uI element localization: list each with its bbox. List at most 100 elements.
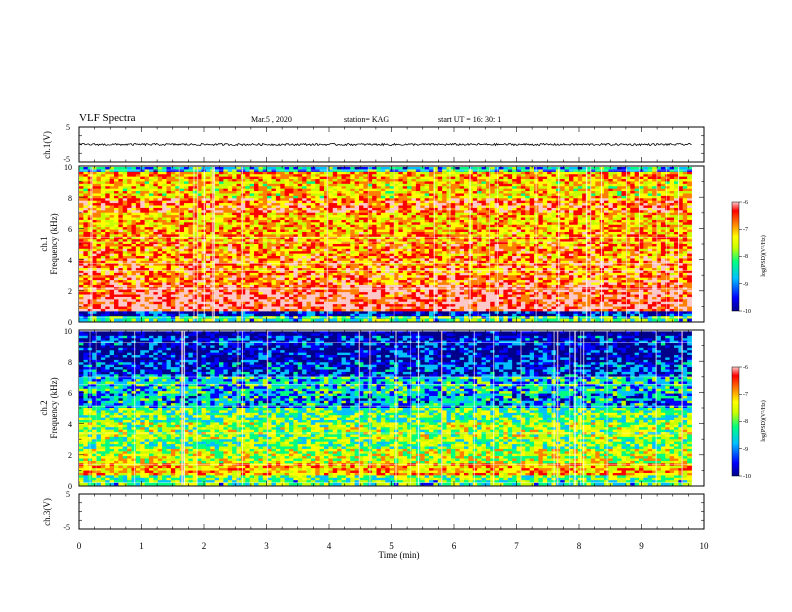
spectrogram-cell <box>284 179 290 182</box>
spectrogram-cell <box>678 195 684 199</box>
spectrogram-cell <box>573 224 579 228</box>
spectrogram-cell <box>302 222 307 226</box>
spectrogram-cell <box>682 210 688 214</box>
spectrogram-cell <box>625 198 631 202</box>
spectrogram-cell <box>407 193 412 197</box>
spectrogram-cell <box>660 167 666 170</box>
spectrogram-cell <box>411 188 417 192</box>
spectrogram-cell <box>135 246 141 250</box>
spectrogram-cell <box>612 198 618 202</box>
spectrogram-cell <box>643 198 649 202</box>
spectrogram-cell <box>494 224 500 228</box>
spectrogram-cell <box>402 224 408 228</box>
spectrogram-cell <box>630 167 636 170</box>
spectrogram-cell <box>249 239 255 242</box>
spectrogram-cell <box>420 241 426 245</box>
spectrogram-cell <box>442 191 447 194</box>
spectrogram-cell <box>520 246 526 250</box>
spectrogram-cell <box>472 167 478 170</box>
spectrogram-cell <box>625 229 631 233</box>
spectrogram-cell <box>214 236 220 240</box>
spectrogram-cell <box>660 217 666 221</box>
spectrogram-cell <box>157 203 163 206</box>
spectrogram-cell <box>547 191 552 194</box>
spectrogram-cell <box>363 176 369 180</box>
spectrogram-cell <box>166 210 172 214</box>
spectrogram-cell <box>621 241 627 245</box>
spectrogram-cell <box>188 205 194 209</box>
spectrogram-cell <box>481 241 487 245</box>
spectrogram-cell <box>415 174 421 178</box>
spectrogram-cell <box>131 188 137 192</box>
spectrogram-cell <box>175 186 181 190</box>
spectrogram-cell <box>345 188 351 192</box>
spectrogram-cell <box>324 174 329 178</box>
spectrogram-cell <box>87 251 93 255</box>
spectrogram-cell <box>267 169 272 173</box>
spectrogram-cell <box>271 205 277 209</box>
spectrogram-cell <box>415 246 421 250</box>
spectrogram-cell <box>612 207 618 211</box>
spectrogram-cell <box>490 222 496 226</box>
spectrogram-cell <box>131 191 137 194</box>
spectrogram-cell <box>175 203 181 206</box>
spectrogram-cell <box>398 229 404 233</box>
spectrogram-cell <box>542 195 548 199</box>
spectrogram-cell <box>477 244 482 247</box>
spectrogram-cell <box>424 193 430 197</box>
spectrogram-cell <box>560 229 566 233</box>
spectrogram-cell <box>96 227 102 230</box>
spectrogram-cell <box>131 176 137 180</box>
spectrogram-cell <box>525 198 531 202</box>
spectrogram-cell <box>643 224 649 228</box>
spectrogram-cell <box>232 215 237 218</box>
spectrogram-cell <box>385 217 391 221</box>
spectrogram-cell <box>83 219 89 223</box>
spectrogram-cell <box>586 217 592 221</box>
spectrogram-cell <box>131 210 137 214</box>
spectrogram-cell <box>485 244 491 247</box>
spectrogram-cell <box>573 239 579 242</box>
spectrogram-cell <box>604 246 609 250</box>
spectrogram-cell <box>289 241 294 245</box>
spectrogram-cell <box>354 183 360 187</box>
spectrogram-cell <box>100 215 106 218</box>
spectrogram-cell <box>595 169 601 173</box>
spectrogram-cell <box>354 239 360 242</box>
spectrogram-cell <box>184 234 189 238</box>
spectrogram-cell <box>192 169 198 173</box>
spectrogram-cell <box>674 210 679 214</box>
spectrogram-cell <box>367 193 373 197</box>
spectrogram-cell <box>455 224 461 228</box>
spectrogram-cell <box>332 227 338 230</box>
spectrogram-cell <box>560 205 566 209</box>
spectrogram-cell <box>105 205 111 209</box>
spectrogram-cell <box>538 191 544 194</box>
spectrogram-cell <box>551 171 557 175</box>
spectrogram-cell <box>490 186 496 190</box>
spectrogram-cell <box>144 217 150 221</box>
spectrogram-cell <box>267 195 272 199</box>
spectrogram-cell <box>464 248 469 252</box>
spectrogram-cell <box>376 215 382 218</box>
spectrogram-cell <box>345 239 351 242</box>
spectrogram-cell <box>100 251 106 255</box>
spectrogram-cell <box>376 193 382 197</box>
spectrogram-cell <box>625 181 631 185</box>
spectrogram-cell <box>122 248 128 252</box>
spectrogram-cell <box>297 217 303 221</box>
spectrogram-cell <box>310 219 316 223</box>
spectrogram-cell <box>144 167 150 170</box>
spectrogram-cell <box>306 181 312 185</box>
spectrogram-cell <box>157 215 163 218</box>
spectrogram-cell <box>105 231 111 235</box>
spectrogram-cell <box>122 174 128 178</box>
spectrogram-cell <box>380 219 386 223</box>
spectrogram-cell <box>586 191 592 194</box>
spectrogram-cell <box>634 169 640 173</box>
spectrogram-cell <box>127 229 132 233</box>
spectrogram-cell <box>429 212 434 216</box>
spectrogram-cell <box>551 179 557 182</box>
spectrogram-cell <box>608 231 614 235</box>
spectrogram-cell <box>245 203 251 206</box>
